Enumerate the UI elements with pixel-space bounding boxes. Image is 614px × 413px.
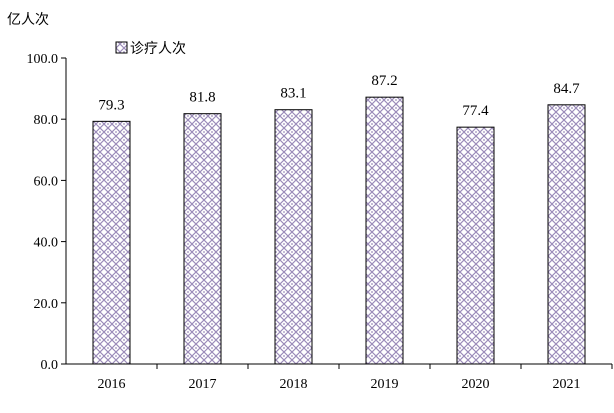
y-axis: 0.0 20.0 40.0 60.0 80.0 100.0 <box>27 52 67 373</box>
data-label: 84.7 <box>553 81 580 97</box>
bar <box>274 109 313 365</box>
x-tick-label: 2016 <box>98 377 126 392</box>
legend-label: 诊疗人次 <box>130 41 186 57</box>
y-tick-label: 20.0 <box>34 297 59 312</box>
x-tick-label: 2020 <box>462 377 490 392</box>
y-tick-label: 0.0 <box>41 358 59 373</box>
bar <box>183 113 222 365</box>
y-tick-label: 60.0 <box>34 174 59 189</box>
x-tick-label: 2018 <box>280 377 308 392</box>
x-tick-label: 2021 <box>553 377 581 392</box>
bar <box>456 126 495 365</box>
bar <box>547 104 586 365</box>
y-axis-unit-label: 亿人次 <box>7 12 49 28</box>
bars: 79.3 81.8 83.1 87.2 77.4 84.7 <box>92 73 586 365</box>
data-label: 79.3 <box>98 97 124 113</box>
data-label: 77.4 <box>462 103 489 119</box>
y-tick-label: 40.0 <box>34 236 59 251</box>
data-label: 87.2 <box>371 73 397 89</box>
legend: 诊疗人次 <box>115 41 186 57</box>
x-tick-label: 2017 <box>189 377 217 392</box>
bar <box>92 120 131 365</box>
data-label: 83.1 <box>280 86 306 102</box>
y-tick-label: 100.0 <box>27 52 59 67</box>
data-label: 81.8 <box>189 90 215 106</box>
bar <box>365 96 404 365</box>
y-tick-label: 80.0 <box>34 113 59 128</box>
x-axis: 2016 2017 2018 2019 2020 2021 <box>66 363 613 392</box>
legend-swatch <box>115 41 128 54</box>
x-tick-label: 2019 <box>371 377 399 392</box>
